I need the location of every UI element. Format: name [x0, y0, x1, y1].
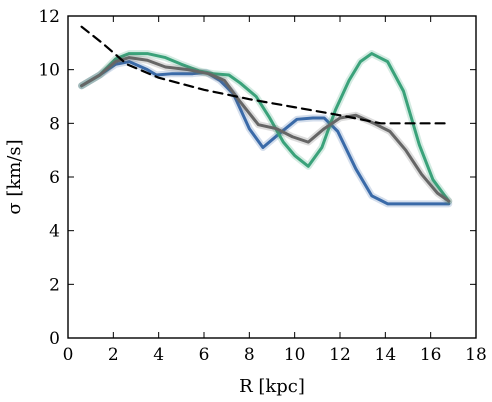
x-tick-label: 12 — [329, 345, 351, 365]
y-tick-label: 10 — [38, 61, 60, 81]
x-tick-label: 18 — [465, 345, 487, 365]
x-tick-label: 0 — [63, 345, 74, 365]
y-tick-label: 0 — [49, 329, 60, 349]
x-tick-label: 8 — [244, 345, 255, 365]
y-axis-label: σ [km/s] — [4, 139, 25, 214]
y-tick-label: 2 — [49, 275, 60, 295]
y-tick-label: 4 — [49, 222, 60, 242]
axis-ticks: 0 2 4 6 8 10 12 14 16 18 0 2 4 6 8 10 12 — [38, 7, 486, 365]
series-2-line — [80, 56, 451, 203]
x-tick-label: 6 — [199, 345, 210, 365]
y-tick-label: 6 — [49, 168, 60, 188]
x-axis-label: R [kpc] — [239, 376, 305, 397]
series-0-line — [80, 60, 451, 206]
y-tick-label: 12 — [38, 7, 60, 27]
x-tick-label: 16 — [420, 345, 442, 365]
series-3-line — [80, 25, 450, 125]
plot-layer — [78, 25, 453, 208]
x-tick-label: 2 — [108, 345, 119, 365]
x-tick-label: 4 — [153, 345, 164, 365]
x-tick-label: 10 — [284, 345, 306, 365]
y-tick-label: 8 — [49, 114, 60, 134]
x-tick-label: 14 — [375, 345, 397, 365]
